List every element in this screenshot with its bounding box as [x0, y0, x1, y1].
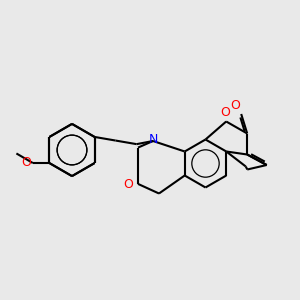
Text: O: O — [124, 178, 134, 191]
Text: O: O — [221, 106, 230, 119]
Text: O: O — [230, 99, 240, 112]
Text: N: N — [149, 133, 158, 146]
Text: O: O — [22, 156, 32, 169]
